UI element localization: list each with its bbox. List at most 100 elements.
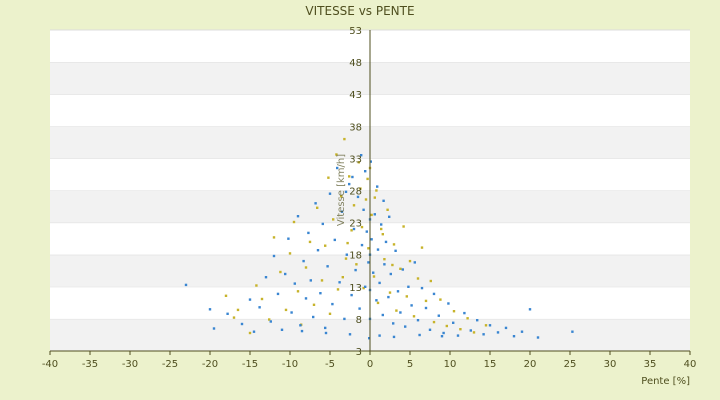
data-point — [328, 312, 332, 315]
data-point — [571, 330, 574, 333]
data-point — [459, 328, 462, 331]
x-tick-label: -30 — [122, 359, 138, 370]
data-point — [331, 302, 334, 306]
data-point — [304, 297, 308, 300]
x-tick-label: -5 — [325, 359, 335, 370]
data-point — [383, 258, 386, 261]
data-point — [381, 233, 384, 236]
data-point — [336, 166, 339, 170]
data-point — [248, 331, 252, 335]
data-point — [437, 314, 440, 317]
data-point — [432, 292, 436, 296]
data-point — [248, 298, 252, 301]
data-point — [466, 317, 469, 320]
data-point — [324, 331, 328, 335]
data-point — [348, 333, 352, 336]
data-point — [368, 337, 371, 340]
x-tick-labels: -40 -35 -30 -25 -20 -15 -10 -5 0 5 10 15 20 25 30 35 40 — [42, 359, 697, 370]
data-point — [362, 208, 365, 211]
data-point — [536, 336, 540, 339]
data-point — [351, 175, 354, 179]
data-point — [528, 308, 532, 311]
data-point — [520, 330, 524, 333]
x-tick-label: -35 — [82, 359, 98, 370]
data-point — [365, 230, 368, 233]
data-point — [338, 281, 341, 284]
data-point — [276, 292, 280, 296]
y-tick-label: 38 — [349, 122, 362, 133]
data-point — [364, 285, 367, 288]
data-point — [236, 308, 240, 312]
data-point — [359, 187, 362, 190]
data-point — [319, 292, 322, 295]
y-tick-label: 48 — [349, 58, 362, 69]
data-point — [442, 331, 445, 335]
data-point — [440, 335, 444, 338]
data-point — [255, 284, 258, 287]
data-point — [395, 309, 398, 312]
data-point — [344, 257, 348, 260]
data-point — [384, 240, 388, 244]
data-point — [386, 208, 389, 211]
data-point — [354, 268, 357, 272]
data-point — [333, 238, 336, 242]
data-point — [326, 265, 329, 268]
data-point — [452, 321, 455, 324]
data-point — [366, 177, 369, 181]
data-point — [332, 218, 335, 221]
data-point — [412, 315, 416, 318]
data-point — [320, 279, 324, 282]
data-point — [420, 286, 424, 290]
data-point — [212, 327, 216, 330]
data-point — [376, 248, 380, 251]
data-point — [272, 236, 276, 239]
data-point — [389, 272, 392, 276]
data-point — [309, 279, 312, 282]
data-point — [316, 206, 319, 209]
data-point — [364, 198, 368, 201]
data-point — [369, 160, 372, 163]
data-point — [292, 220, 296, 224]
data-point — [279, 270, 282, 274]
axes — [49, 30, 691, 355]
data-point — [381, 313, 384, 317]
data-point — [340, 195, 343, 198]
data-point — [321, 222, 324, 226]
data-point — [439, 298, 442, 301]
y-tick-label: 23 — [349, 219, 362, 230]
data-point — [416, 319, 420, 322]
data-point — [258, 306, 261, 309]
data-point — [372, 271, 375, 274]
data-point — [378, 281, 381, 285]
data-point — [408, 259, 412, 263]
y-tick-label: 28 — [349, 187, 362, 198]
data-point — [402, 225, 405, 228]
data-point — [343, 137, 346, 141]
data-point — [316, 249, 320, 252]
data-point — [264, 276, 268, 279]
data-point — [345, 253, 348, 256]
data-point — [388, 291, 392, 294]
y-tick-label: 43 — [349, 90, 362, 101]
x-tick-label: -25 — [162, 359, 178, 370]
y-tick-label: 33 — [349, 154, 362, 165]
x-tick-label: -15 — [242, 359, 258, 370]
data-point — [184, 283, 188, 287]
data-point — [452, 310, 456, 313]
x-tick-label: 0 — [367, 359, 373, 370]
data-point — [424, 306, 428, 310]
data-point — [208, 308, 212, 311]
data-point — [340, 210, 344, 213]
data-point — [269, 320, 272, 323]
x-tick-label: 25 — [564, 359, 577, 370]
data-point — [355, 263, 358, 266]
data-point — [387, 295, 390, 299]
data-point — [364, 170, 367, 173]
data-point — [445, 324, 448, 328]
data-point — [341, 276, 344, 279]
data-point — [300, 329, 304, 333]
data-point — [370, 213, 373, 217]
data-point — [290, 311, 293, 314]
y-tick-label: 8 — [356, 315, 362, 326]
data-point — [327, 176, 330, 179]
